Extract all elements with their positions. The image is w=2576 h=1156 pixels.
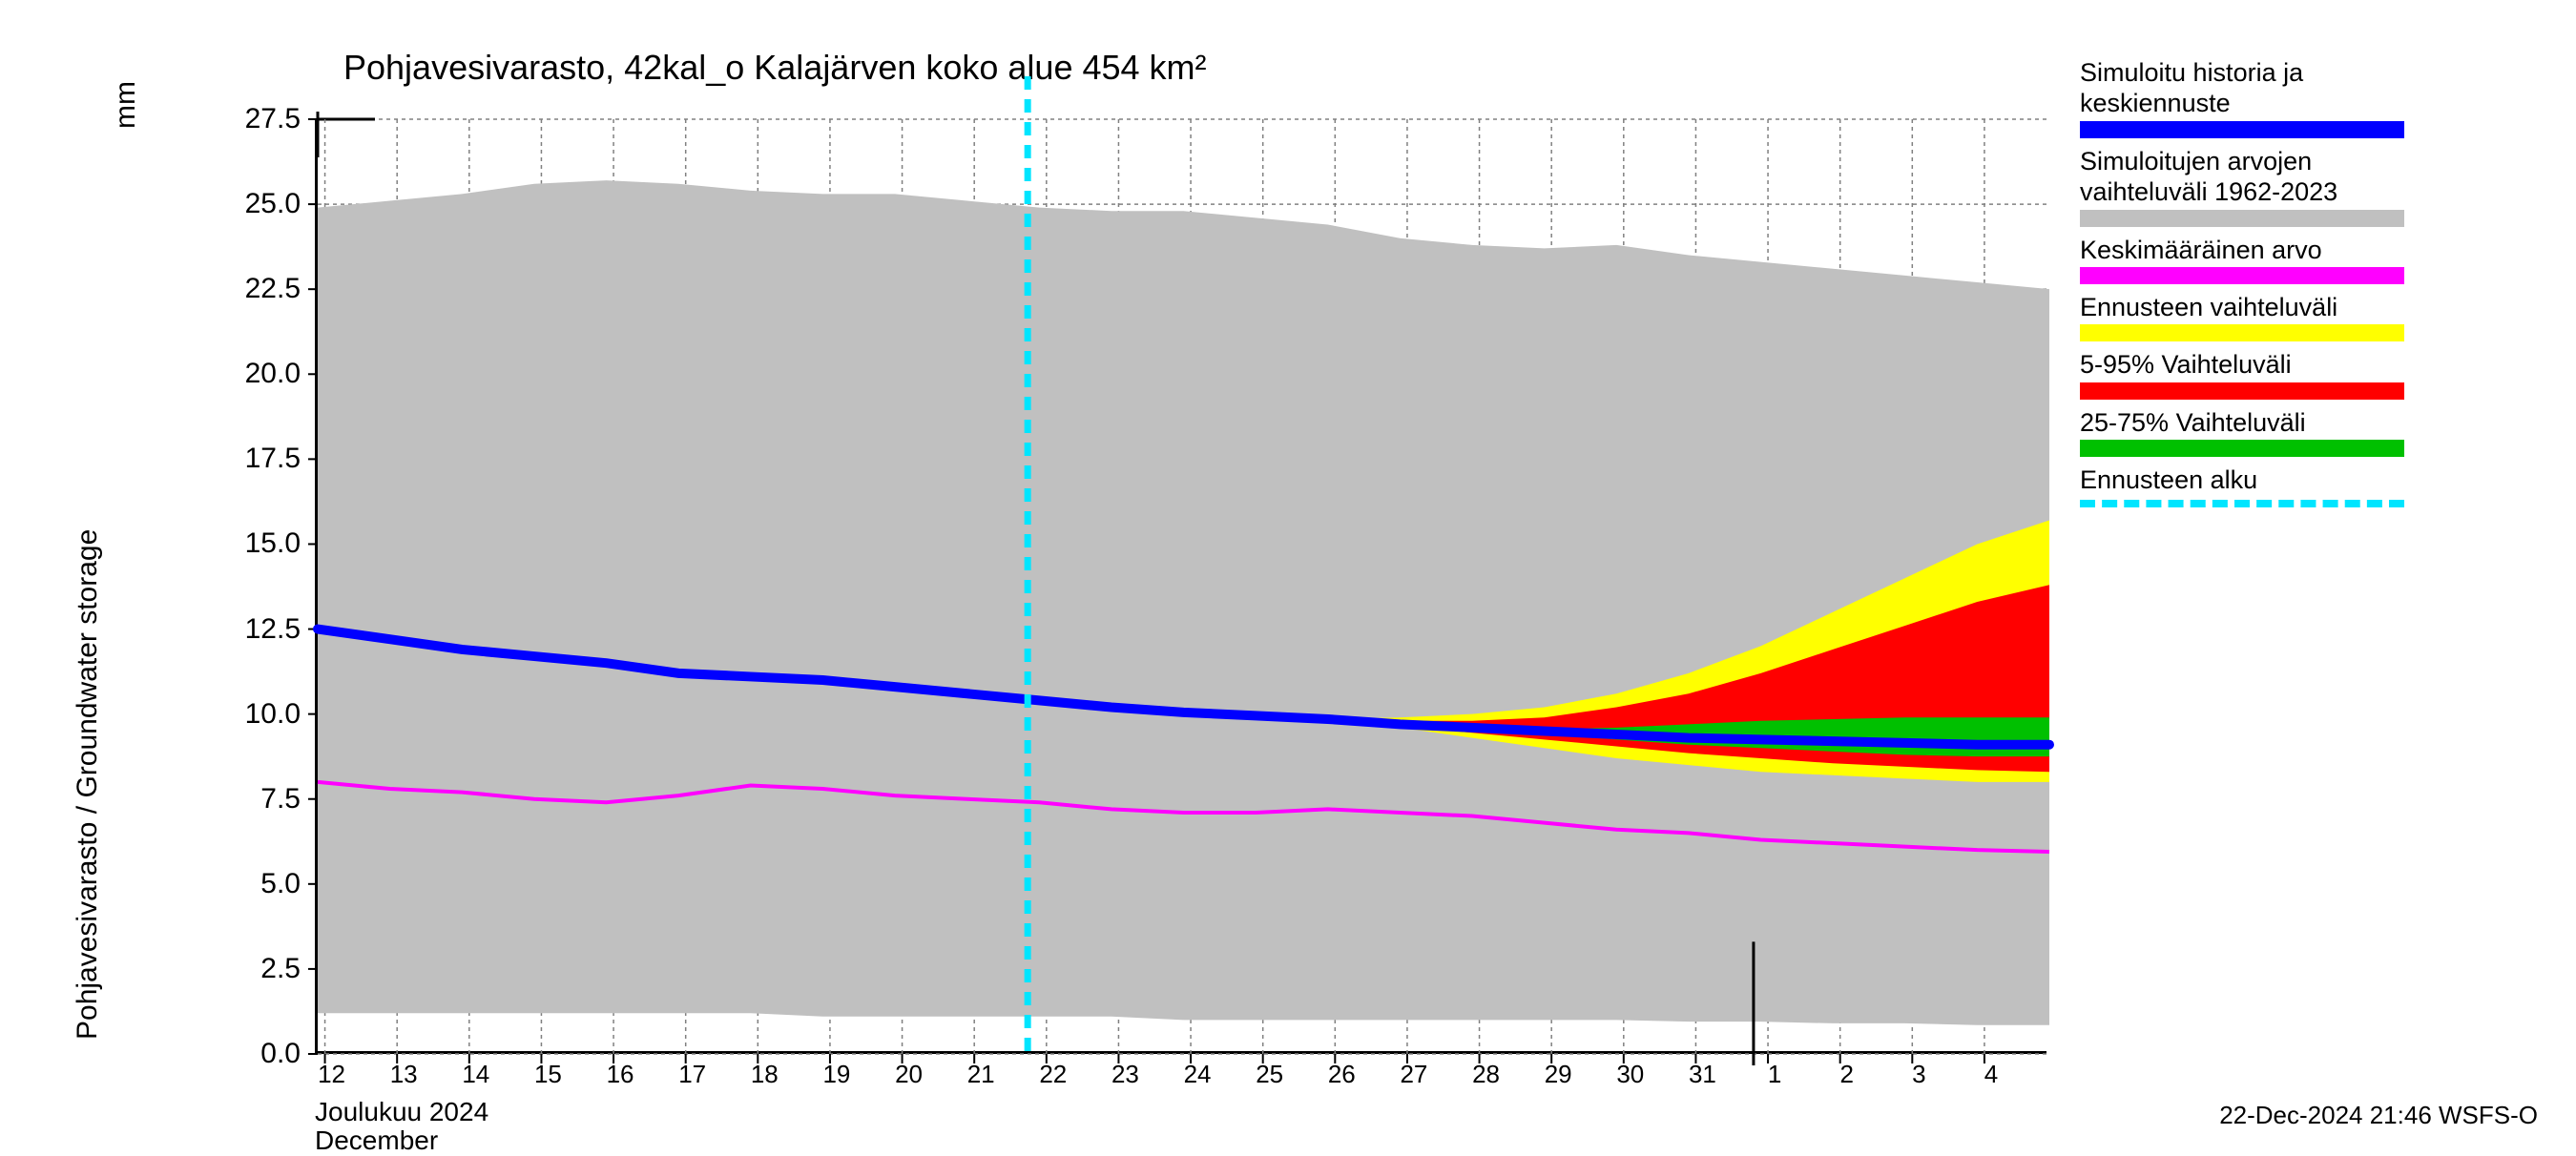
x-tick-label: 26 [1328,1060,1356,1089]
plot-area [315,119,2046,1054]
x-tick-label: 25 [1256,1060,1283,1089]
x-tick-label: 30 [1616,1060,1644,1089]
x-tick-label: 1 [1768,1060,1781,1089]
x-tick-label: 13 [390,1060,418,1089]
x-tick-label: 28 [1472,1060,1500,1089]
y-tick-label: 5.0 [186,868,301,900]
x-tick-label: 19 [822,1060,850,1089]
x-tick-label: 3 [1912,1060,1925,1089]
y-tick-label: 17.5 [186,443,301,475]
legend: Simuloitu historia jakeskiennuste Simuloi… [2080,57,2404,515]
legend-label: Ennusteen vaihteluväli [2080,292,2404,322]
legend-label: 5-95% Vaihteluväli [2080,349,2404,380]
x-tick-label: 15 [534,1060,562,1089]
y-tick-label: 0.0 [186,1038,301,1070]
y-axis-label-unit: mm [110,81,142,129]
x-tick-label: 24 [1184,1060,1212,1089]
x-tick-label: 23 [1111,1060,1139,1089]
x-tick-label: 14 [462,1060,489,1089]
y-tick-label: 27.5 [186,103,301,135]
y-tick-label: 12.5 [186,613,301,646]
x-tick-label: 17 [678,1060,706,1089]
legend-swatch [2080,500,2404,507]
legend-item: Simuloitu historia jakeskiennuste [2080,57,2404,138]
legend-label: Simuloitujen arvojenvaihteluväli 1962-20… [2080,146,2404,208]
x-tick-label: 27 [1400,1060,1427,1089]
y-tick-label: 25.0 [186,188,301,220]
x-tick-label: 18 [751,1060,779,1089]
y-tick-label: 2.5 [186,953,301,985]
chart-container: Pohjavesivarasto, 42kal_o Kalajärven kok… [19,19,2557,1125]
chart-title: Pohjavesivarasto, 42kal_o Kalajärven kok… [343,48,1207,88]
y-tick-label: 22.5 [186,273,301,305]
y-tick-label: 7.5 [186,783,301,815]
legend-item: Simuloitujen arvojenvaihteluväli 1962-20… [2080,146,2404,227]
x-tick-label: 20 [895,1060,923,1089]
x-tick-label: 4 [1984,1060,1998,1089]
legend-swatch [2080,121,2404,138]
x-tick-label: 16 [607,1060,634,1089]
legend-item: Keskimääräinen arvo [2080,235,2404,284]
legend-swatch [2080,382,2404,400]
legend-swatch [2080,267,2404,284]
x-tick-label: 12 [318,1060,345,1089]
legend-item: Ennusteen vaihteluväli [2080,292,2404,341]
legend-label: Simuloitu historia jakeskiennuste [2080,57,2404,119]
legend-item: Ennusteen alku [2080,464,2404,506]
legend-label: Ennusteen alku [2080,464,2404,495]
x-axis-month-fi: Joulukuu 2024 [315,1097,488,1127]
legend-swatch [2080,210,2404,227]
y-axis-label-main: Pohjavesivarasto / Groundwater storage [72,529,104,1040]
y-tick-label: 20.0 [186,358,301,390]
timestamp-label: 22-Dec-2024 21:46 WSFS-O [2219,1101,2538,1130]
x-tick-label: 22 [1039,1060,1067,1089]
legend-swatch [2080,440,2404,457]
x-tick-label: 31 [1689,1060,1716,1089]
x-tick-label: 2 [1839,1060,1853,1089]
x-tick-label: 21 [967,1060,995,1089]
legend-item: 25-75% Vaihteluväli [2080,407,2404,457]
x-axis-month-en: December [315,1125,438,1156]
legend-label: Keskimääräinen arvo [2080,235,2404,265]
y-tick-label: 10.0 [186,698,301,731]
y-tick-label: 15.0 [186,527,301,560]
legend-swatch [2080,324,2404,341]
legend-label: 25-75% Vaihteluväli [2080,407,2404,438]
plot-svg [318,119,2049,1054]
legend-item: 5-95% Vaihteluväli [2080,349,2404,399]
x-tick-label: 29 [1545,1060,1572,1089]
